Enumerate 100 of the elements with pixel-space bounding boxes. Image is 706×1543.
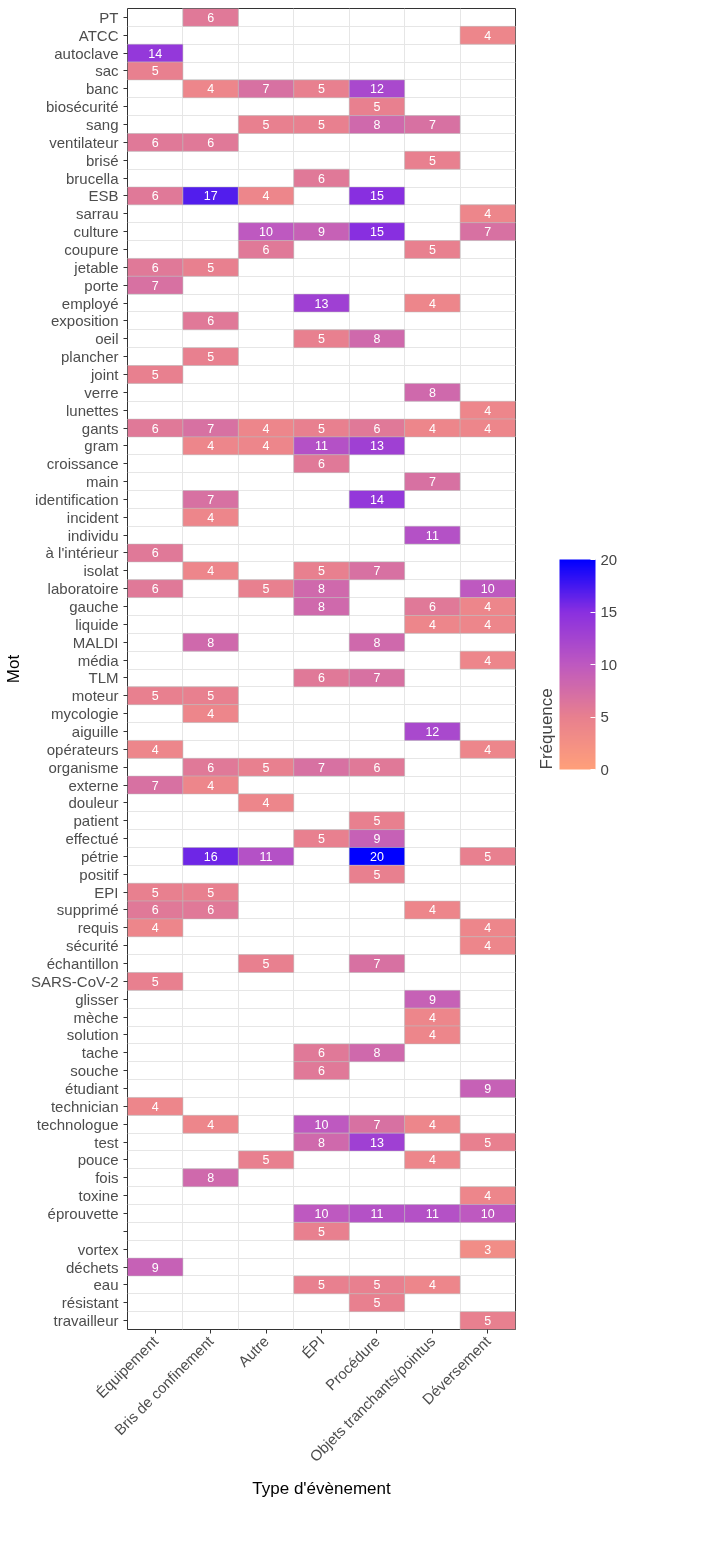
y-tick-label: aiguille [71, 722, 119, 740]
data-label: 12 [425, 724, 440, 739]
data-label: 6 [318, 171, 326, 186]
y-tick-label: pouce [77, 1151, 119, 1169]
data-label: 5 [373, 814, 381, 829]
data-label: 5 [318, 118, 326, 133]
data-label: 4 [484, 403, 492, 418]
data-label: 6 [151, 903, 159, 918]
data-label: 7 [428, 118, 436, 133]
data-label: 5 [428, 242, 436, 257]
y-tick-label: brucella [65, 169, 120, 187]
data-label: 6 [207, 135, 215, 150]
data-label: 8 [373, 332, 381, 347]
data-label: 9 [428, 992, 436, 1007]
data-label: 4 [484, 939, 492, 954]
data-label: 5 [318, 832, 326, 847]
data-label: 5 [484, 1135, 492, 1150]
data-label: 4 [151, 1099, 159, 1114]
y-tick-label: positif [79, 865, 120, 883]
data-label: 15 [369, 225, 384, 240]
y-tick-label: autoclave [54, 44, 119, 62]
data-label: 4 [484, 1189, 492, 1204]
y-tick-label: souche [70, 1062, 119, 1080]
data-label: 11 [259, 849, 273, 864]
data-label: 9 [373, 832, 381, 847]
y-tick-label: main [85, 473, 119, 491]
data-label: 6 [151, 260, 159, 275]
y-tick-label: individu [67, 526, 119, 544]
x-tick-label: ÉPI [298, 1332, 328, 1362]
data-label: 6 [207, 314, 215, 329]
data-label: 6 [151, 582, 159, 597]
data-label: 4 [207, 82, 215, 97]
data-label: 7 [318, 760, 326, 775]
data-label: 6 [207, 10, 215, 25]
data-label: 10 [314, 1117, 329, 1132]
y-tick-label: isolat [83, 562, 120, 580]
data-label: 4 [484, 28, 492, 43]
y-tick-label: requis [77, 919, 119, 937]
y-tick-label: mèche [73, 1008, 119, 1026]
y-tick-label: sarrau [75, 205, 119, 223]
data-label: 6 [318, 1064, 326, 1079]
data-label: 11 [425, 528, 439, 543]
legend-title: Fréquence [536, 688, 556, 770]
y-tick-label: identification [35, 490, 119, 508]
data-label: 4 [428, 617, 436, 632]
y-tick-label: échantillon [46, 955, 119, 973]
data-label: 6 [207, 760, 215, 775]
data-label: 4 [207, 510, 215, 525]
data-label: 11 [315, 439, 329, 454]
data-label: 4 [484, 207, 492, 222]
y-tick-label: organisme [48, 758, 119, 776]
data-label: 5 [428, 153, 436, 168]
y-tick-label: EPI [94, 883, 119, 901]
y-tick-label: à l'intérieur [45, 544, 119, 562]
data-label: 13 [369, 439, 384, 454]
y-tick-label: résistant [61, 1294, 120, 1312]
data-label: 4 [207, 1117, 215, 1132]
y-tick-label: opérateurs [46, 740, 119, 758]
y-tick-label: employé [61, 294, 119, 312]
y-tick-label: douleur [68, 794, 119, 812]
data-label: 5 [262, 1153, 270, 1168]
data-label: 4 [428, 1028, 436, 1043]
data-label: 4 [484, 921, 492, 936]
data-label: 9 [484, 1082, 492, 1097]
data-label: 10 [314, 1206, 329, 1221]
y-tick-label: vortex [77, 1240, 119, 1258]
data-label: 8 [428, 385, 436, 400]
data-label: 4 [484, 617, 492, 632]
data-label: 7 [373, 564, 381, 579]
y-tick-label: ESB [88, 187, 119, 205]
color-bar-label: 15 [600, 603, 618, 620]
y-tick-label: gauche [69, 598, 119, 616]
y-tick-label: exposition [50, 312, 119, 330]
y-tick-label: verre [84, 383, 119, 401]
data-label: 4 [262, 796, 270, 811]
y-tick-label: jetable [73, 258, 119, 276]
data-label: 4 [151, 742, 159, 757]
data-label: 5 [151, 689, 159, 704]
y-tick-label: culture [73, 223, 119, 241]
data-label: 14 [148, 46, 163, 61]
y-tick-label: coupure [64, 240, 119, 258]
y-tick-label: oeil [95, 330, 119, 348]
y-tick-label: SARS-CoV-2 [30, 972, 119, 990]
y-tick-label: sang [85, 116, 119, 134]
data-label: 5 [151, 974, 159, 989]
y-tick-label: étudiant [65, 1080, 120, 1098]
data-label: 5 [207, 885, 215, 900]
y-tick-label: test [94, 1133, 120, 1151]
y-tick-label: brisé [85, 151, 119, 169]
data-label: 5 [262, 957, 270, 972]
y-tick-label: joint [89, 365, 120, 383]
data-label: 5 [262, 582, 270, 597]
y-tick-label: croissance [46, 455, 119, 473]
y-tick-label: sac [95, 62, 119, 80]
data-label: 11 [370, 1206, 384, 1221]
color-bar-label: 0 [600, 760, 609, 778]
data-label: 4 [262, 421, 270, 436]
data-label: 6 [373, 760, 381, 775]
y-tick-label: porte [84, 276, 119, 294]
data-label: 7 [151, 778, 159, 793]
